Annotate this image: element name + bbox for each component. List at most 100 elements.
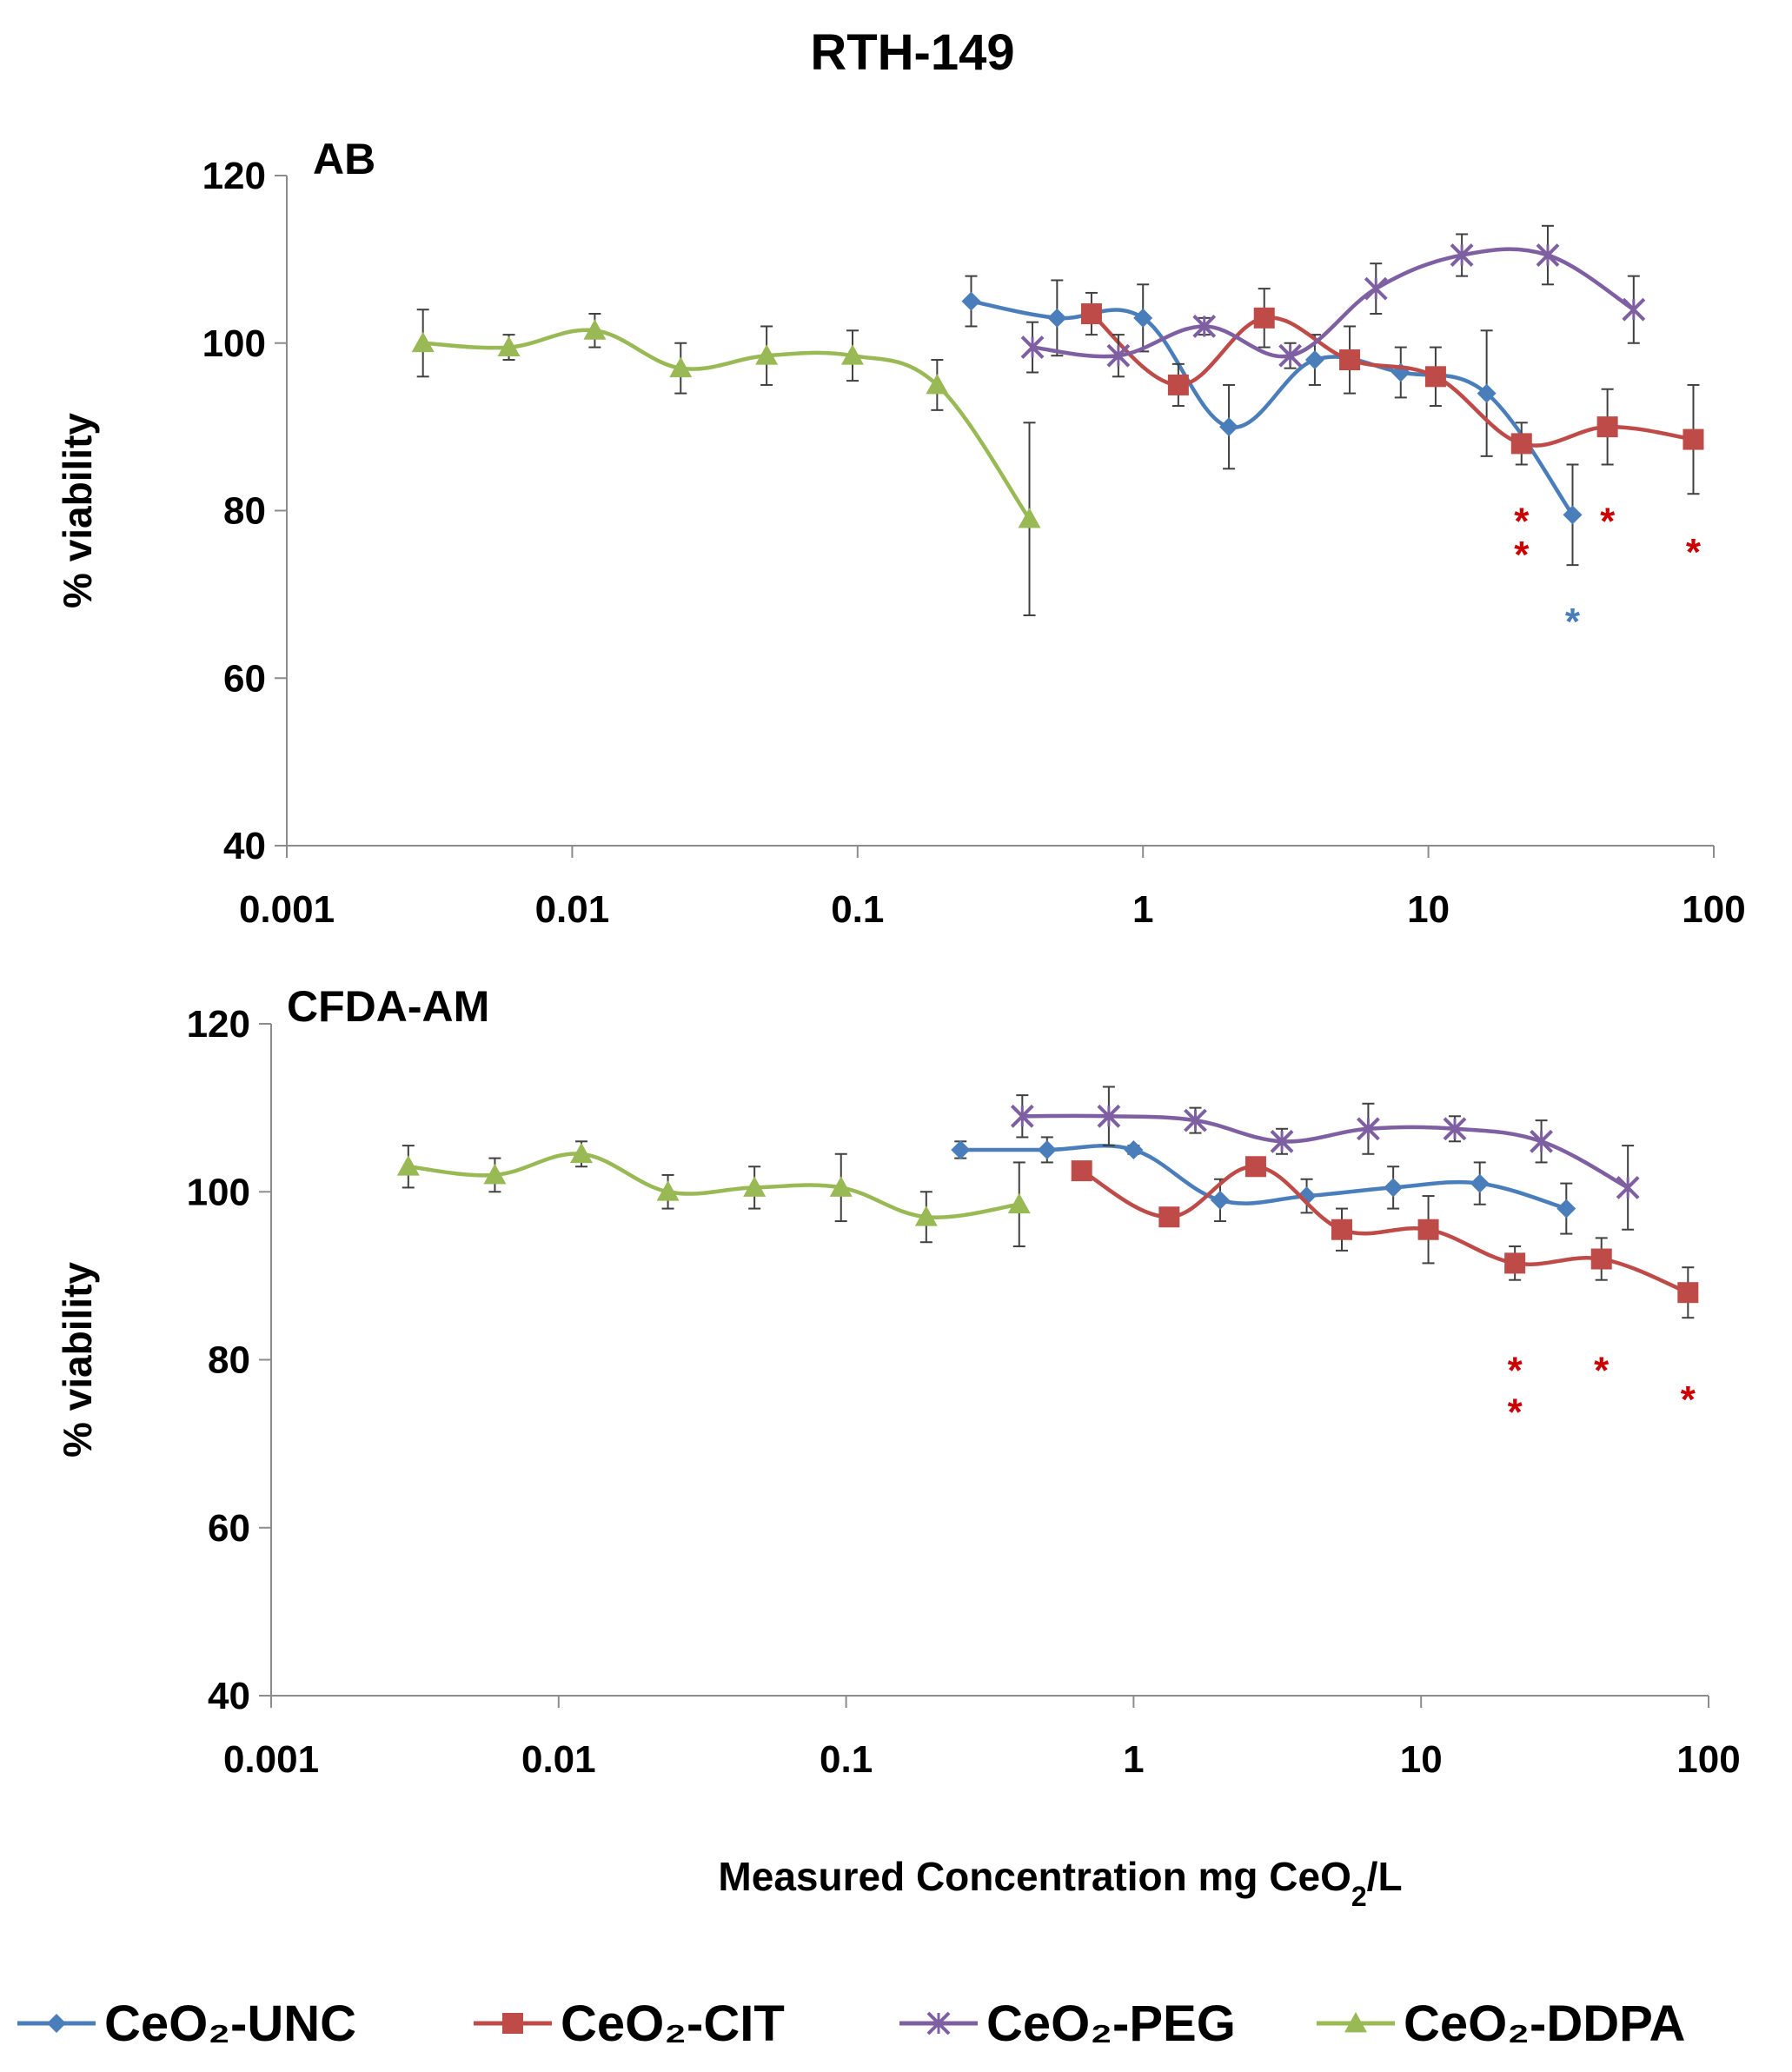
x-axis-label-subscript: 2 — [1351, 1881, 1367, 1912]
y-tick-label: 60 — [223, 657, 266, 700]
series-line — [1032, 247, 1636, 359]
series-CeO₂-DDPA — [411, 309, 1041, 616]
significance-marker: * — [1514, 500, 1530, 542]
data-point — [1536, 243, 1560, 267]
panel-title: AB — [313, 135, 375, 183]
data-point — [1244, 1156, 1266, 1178]
legend-label: CeO₂-DDPA — [1404, 1996, 1685, 2052]
significance-marker: * — [1594, 1349, 1609, 1391]
significance-marker: * — [1565, 601, 1581, 643]
data-point — [1443, 1117, 1467, 1141]
data-point — [1192, 315, 1217, 338]
significance-marker: * — [1681, 1378, 1696, 1421]
significance-marker: * — [1514, 534, 1530, 576]
data-point — [1133, 308, 1153, 328]
data-point — [1097, 1104, 1121, 1128]
data-point — [1556, 1199, 1576, 1219]
series-line — [1080, 1165, 1689, 1295]
x-tick-label: 1 — [1132, 888, 1153, 931]
series-line — [960, 1144, 1567, 1211]
data-point — [1450, 243, 1474, 267]
data-point — [669, 356, 693, 378]
chart-title: RTH-149 — [810, 24, 1014, 81]
data-point — [914, 1205, 938, 1226]
series-CeO₂-PEG — [1010, 1086, 1640, 1231]
data-point — [951, 1139, 971, 1159]
y-axis-label: % viability — [55, 1262, 100, 1458]
data-point — [1677, 1282, 1699, 1304]
data-point — [1184, 1108, 1207, 1132]
data-point — [1010, 1104, 1034, 1128]
legend-item: CeO₂-UNC — [17, 1996, 356, 2052]
data-point — [1297, 1186, 1317, 1206]
series-CeO₂-CIT — [1071, 1156, 1699, 1319]
data-point — [840, 344, 864, 365]
data-point — [483, 1163, 507, 1185]
data-point — [1037, 1139, 1057, 1159]
data-point — [1364, 276, 1388, 301]
series-line — [408, 1152, 1020, 1219]
data-point — [1417, 1219, 1439, 1240]
x-tick-label: 0.1 — [820, 1738, 873, 1781]
data-point — [1470, 1173, 1490, 1193]
legend-marker — [502, 2013, 523, 2034]
data-point — [1167, 374, 1189, 395]
x-tick-label: 0.1 — [831, 888, 884, 931]
legend-marker — [47, 2014, 66, 2033]
legend-item: CeO₂-PEG — [899, 1996, 1236, 2052]
data-point — [1158, 1206, 1180, 1228]
data-point — [411, 331, 435, 353]
data-point — [1124, 1139, 1144, 1159]
data-point — [1106, 343, 1131, 368]
significance-marker: * — [1686, 531, 1702, 574]
data-point — [961, 291, 981, 311]
data-point — [1477, 383, 1497, 403]
series-line — [422, 328, 1032, 521]
x-tick-label: 0.01 — [535, 888, 610, 931]
data-point — [583, 319, 607, 340]
legend-marker — [1344, 2012, 1367, 2033]
data-point — [1304, 350, 1324, 370]
significance-marker: * — [1508, 1391, 1523, 1434]
data-point — [1219, 417, 1239, 437]
data-point — [1530, 1129, 1553, 1153]
data-point — [1424, 366, 1446, 388]
significance-marker: * — [1508, 1349, 1523, 1391]
x-tick-label: 100 — [1682, 888, 1745, 931]
data-point — [1563, 505, 1583, 525]
data-point — [1210, 1190, 1230, 1210]
data-point — [1007, 1192, 1031, 1214]
series-CeO₂-UNC — [951, 1136, 1576, 1235]
panel-2: 40 60 80 100 120 0.001 0.01 0.1 1 10 100 CFDA-AM % v… — [55, 982, 1741, 1781]
y-tick-label: 120 — [187, 1003, 250, 1046]
data-point — [755, 344, 779, 365]
data-point — [743, 1176, 767, 1197]
series-line — [971, 299, 1575, 516]
y-tick-label: 40 — [208, 1675, 250, 1717]
series-line — [1022, 1113, 1629, 1190]
data-point — [1071, 1160, 1092, 1182]
x-tick-label: 0.001 — [239, 888, 335, 931]
data-point — [1590, 1248, 1612, 1270]
data-point — [497, 335, 521, 356]
data-point — [569, 1142, 593, 1164]
data-point — [1622, 297, 1646, 322]
significance-marker: * — [1600, 500, 1616, 542]
legend: CeO₂-UNC CeO₂-CIT CeO₂-PEG CeO₂-DDPA — [17, 1996, 1685, 2052]
data-point — [396, 1155, 420, 1176]
data-point — [1253, 307, 1275, 329]
panel-1: 40 60 80 100 120 0.001 0.01 0.1 1 10 100 AB % viabil… — [55, 135, 1746, 931]
data-point — [926, 373, 949, 395]
panel-title: CFDA-AM — [287, 982, 489, 1031]
data-point — [1047, 308, 1067, 328]
x-tick-label: 100 — [1676, 1738, 1740, 1781]
series-CeO₂-PEG — [1020, 224, 1646, 378]
legend-item: CeO₂-CIT — [474, 1996, 785, 2052]
y-tick-label: 80 — [223, 490, 266, 533]
data-point — [1616, 1176, 1640, 1199]
data-point — [1356, 1117, 1380, 1141]
x-tick-label: 10 — [1407, 888, 1450, 931]
x-tick-label: 0.01 — [521, 1738, 596, 1781]
